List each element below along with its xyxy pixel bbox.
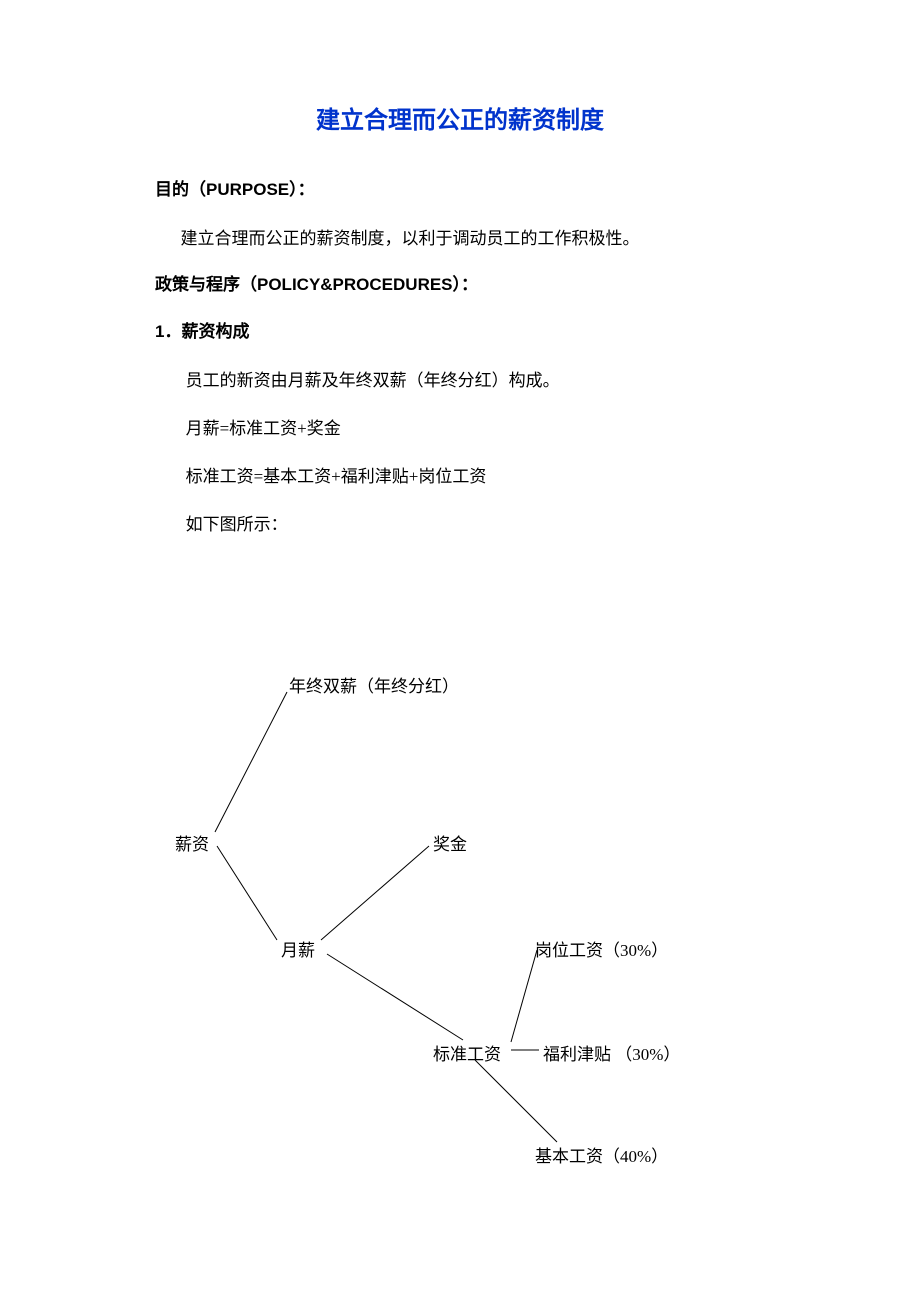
diagram-edge-std-pos <box>511 950 537 1042</box>
diagram-node-welfare: 福利津贴 （30%） <box>543 1040 680 1065</box>
body-line-1: 员工的新资由月薪及年终双薪（年终分红）构成。 <box>155 364 765 398</box>
diagram-node-base: 基本工资（40%） <box>535 1142 668 1167</box>
diagram-node-month: 月薪 <box>281 936 315 961</box>
body-line-4: 如下图所示： <box>155 508 765 542</box>
body-line-2: 月薪=标准工资+奖金 <box>155 412 765 446</box>
diagram-node-yb: 年终双薪（年终分红） <box>289 672 459 697</box>
diagram-edge-month-bonus <box>321 846 429 940</box>
purpose-heading: 目的（PURPOSE）： <box>155 175 765 200</box>
document-page: 建立合理而公正的薪资制度 目的（PURPOSE）： 建立合理而公正的薪资制度，以… <box>0 0 920 1262</box>
diagram-node-pos: 岗位工资（30%） <box>535 936 668 961</box>
diagram-edge-root-yb <box>215 692 287 832</box>
policy-heading: 政策与程序（POLICY&PROCEDURES）： <box>155 270 765 295</box>
diagram-node-root: 薪资 <box>175 830 209 855</box>
diagram-node-bonus: 奖金 <box>433 830 467 855</box>
section-1-heading: 1．薪资构成 <box>155 317 765 342</box>
body-line-3: 标准工资=基本工资+福利津贴+岗位工资 <box>155 460 765 494</box>
diagram-edges <box>155 582 765 1202</box>
diagram-edge-std-base <box>475 1060 557 1142</box>
salary-structure-diagram: 薪资 年终双薪（年终分红） 月薪 奖金标准工资 岗位工资（30%） 福利津贴 （30%） 基… <box>155 582 765 1202</box>
diagram-node-std: 标准工资 <box>433 1040 501 1065</box>
document-title: 建立合理而公正的薪资制度 <box>155 100 765 135</box>
diagram-edge-month-std <box>327 954 463 1040</box>
diagram-edge-root-month <box>217 846 277 940</box>
purpose-body: 建立合理而公正的薪资制度，以利于调动员工的工作积极性。 <box>155 222 765 256</box>
